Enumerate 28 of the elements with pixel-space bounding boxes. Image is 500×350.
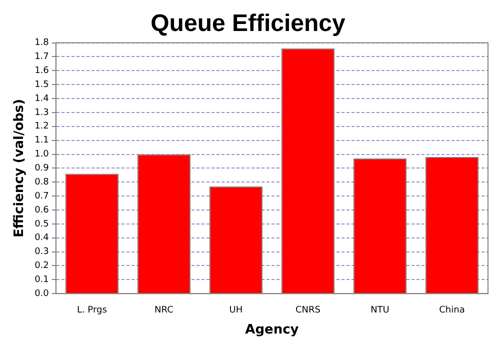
y-tick-label: 0.6 (34, 205, 50, 216)
y-tick-label: 0.9 (34, 164, 50, 174)
y-tick-label: 0.3 (34, 247, 49, 258)
x-tick-label: China (439, 305, 465, 316)
y-tick-label: 1.3 (34, 108, 49, 118)
y-tick-label: 0.2 (34, 261, 49, 272)
y-tick-label: 1.8 (34, 38, 50, 48)
y-tick-label: 1.7 (34, 52, 49, 62)
y-tick-label: 0.1 (34, 275, 49, 286)
y-tick-label: 0.5 (34, 219, 49, 230)
y-tick-label: 1.2 (34, 122, 49, 132)
y-tick-label: 0.8 (34, 177, 50, 188)
x-tick-label: CNRS (295, 305, 321, 316)
y-tick-label: 1.5 (34, 80, 49, 90)
x-tick-label: UH (229, 305, 243, 316)
y-tick-label: 0.4 (34, 233, 50, 244)
y-tick-label: 0.7 (34, 191, 49, 202)
y-tick-label: 1.0 (34, 150, 50, 160)
x-tick-label: L. Prgs (76, 305, 108, 316)
y-axis-title: Efficiency (val/obs) (12, 98, 28, 238)
chart-title: Queue Efficiency (150, 10, 346, 38)
y-tick-label: 1.6 (34, 66, 50, 76)
x-tick-label: NTU (370, 305, 390, 316)
x-tick-label: NRC (154, 305, 174, 316)
y-tick-label: 1.1 (34, 136, 49, 146)
y-tick-label: 1.4 (34, 94, 50, 104)
y-tick-label: 0.0 (34, 288, 50, 299)
x-axis-title: Agency (245, 322, 300, 338)
